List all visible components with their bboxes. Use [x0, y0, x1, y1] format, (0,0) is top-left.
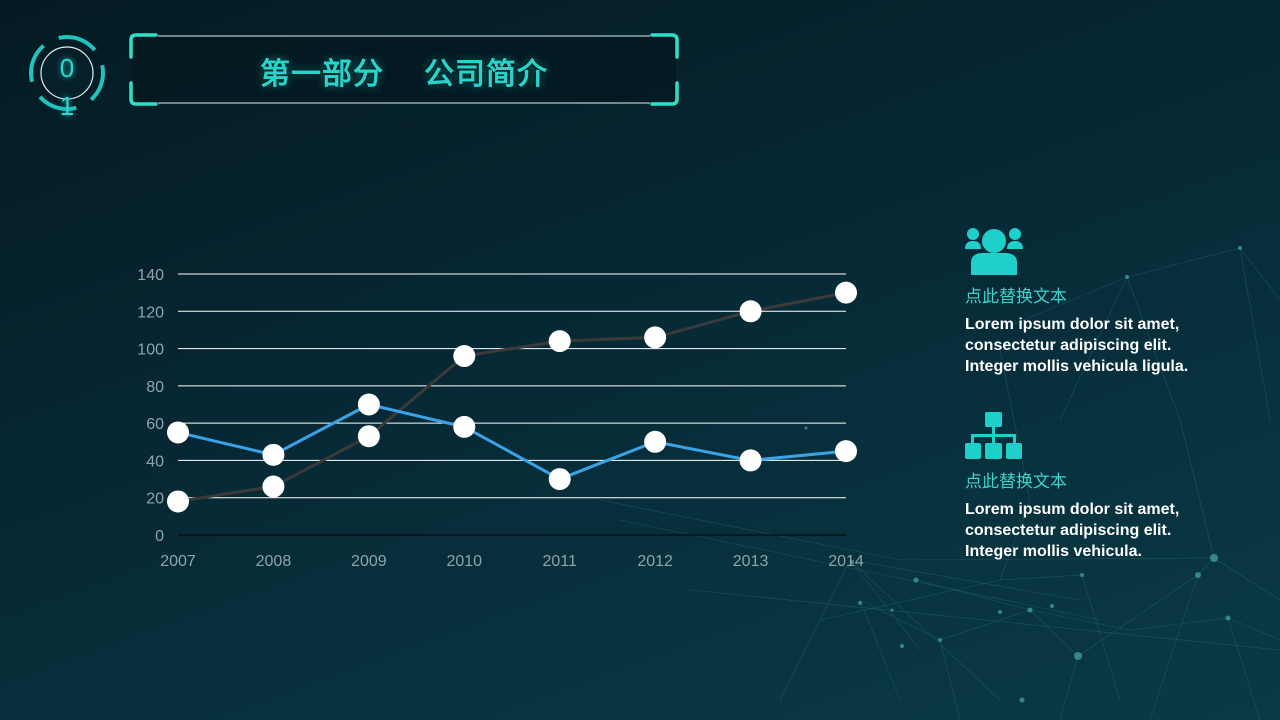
data-point-marker[interactable] [548, 330, 571, 353]
info-body-line: Integer mollis vehicula. [965, 543, 1142, 560]
info-body-line: Lorem ipsum dolor sit amet, [965, 501, 1180, 518]
y-tick-label: 0 [155, 528, 164, 545]
info-body: Lorem ipsum dolor sit amet, consectetur … [965, 499, 1225, 562]
title-frame-border [129, 33, 679, 106]
data-point-marker[interactable] [835, 281, 857, 304]
series-line [177, 402, 847, 481]
info-body-line: consectetur adipiscing elit. [965, 522, 1172, 539]
section-title: 第一部分 公司简介 [128, 49, 680, 93]
y-tick-label: 140 [137, 267, 164, 284]
info-block-2: 点此替换文本 Lorem ipsum dolor sit amet, conse… [965, 412, 1225, 562]
info-title: 点此替换文本 [965, 287, 1067, 306]
data-point-marker[interactable] [167, 421, 189, 444]
data-point-marker[interactable] [644, 430, 667, 453]
x-tick-label: 2013 [733, 553, 769, 570]
data-point-marker[interactable] [453, 345, 476, 368]
x-tick-label: 2011 [543, 553, 578, 570]
y-tick-label: 80 [146, 379, 164, 396]
ring-icon [29, 35, 105, 111]
x-tick-label: 2014 [828, 553, 864, 570]
data-point-marker[interactable] [739, 449, 762, 472]
info-block-1: 点此替换文本 Lorem ipsum dolor sit amet, conse… [965, 227, 1225, 377]
section-number: 0 [59, 53, 75, 83]
section-number-sub: 1 [59, 91, 75, 121]
y-tick-label: 100 [137, 342, 164, 359]
line-chart: 0 20 40 60 80 100 120 140 2007 2008 2009 2010 2011 20… [120, 255, 880, 575]
data-point-marker[interactable] [167, 490, 189, 513]
info-body-line: Integer mollis vehicula ligula. [965, 358, 1189, 375]
data-point-marker[interactable] [262, 475, 285, 498]
section-title-part: 第一部分 [260, 58, 384, 91]
data-point-marker[interactable] [357, 393, 380, 416]
x-tick-label: 2008 [256, 553, 292, 570]
data-point-marker[interactable] [835, 440, 857, 463]
info-title: 点此替换文本 [965, 472, 1067, 491]
info-body-line: Lorem ipsum dolor sit amet, [965, 316, 1180, 333]
y-tick-label: 40 [146, 453, 164, 470]
x-tick-label: 2012 [637, 553, 673, 570]
data-point-marker[interactable] [644, 326, 667, 349]
y-tick-label: 120 [137, 304, 164, 321]
data-point-marker[interactable] [262, 443, 285, 466]
data-point-marker[interactable] [357, 425, 380, 448]
x-tick-label: 2009 [351, 553, 387, 570]
section-title-frame: 第一部分 公司简介 [128, 33, 680, 106]
info-body: Lorem ipsum dolor sit amet, consectetur … [965, 314, 1225, 377]
series-line [177, 291, 847, 503]
data-point-marker[interactable] [453, 415, 476, 438]
org-chart-icon [965, 412, 1022, 459]
data-point-marker[interactable] [548, 468, 571, 491]
x-tick-label: 2010 [446, 553, 482, 570]
y-tick-label: 20 [146, 491, 164, 508]
section-number-badge: 0 1 [27, 33, 107, 121]
section-title-name: 公司简介 [424, 58, 548, 91]
x-tick-label: 2007 [160, 553, 196, 570]
y-tick-label: 60 [146, 416, 164, 433]
users-group-icon [965, 228, 1023, 275]
info-body-line: consectetur adipiscing elit. [965, 337, 1172, 354]
line-chart-canvas: 0 20 40 60 80 100 120 140 2007 2008 2009 2010 2011 20… [137, 267, 864, 570]
data-point-marker[interactable] [739, 300, 762, 323]
